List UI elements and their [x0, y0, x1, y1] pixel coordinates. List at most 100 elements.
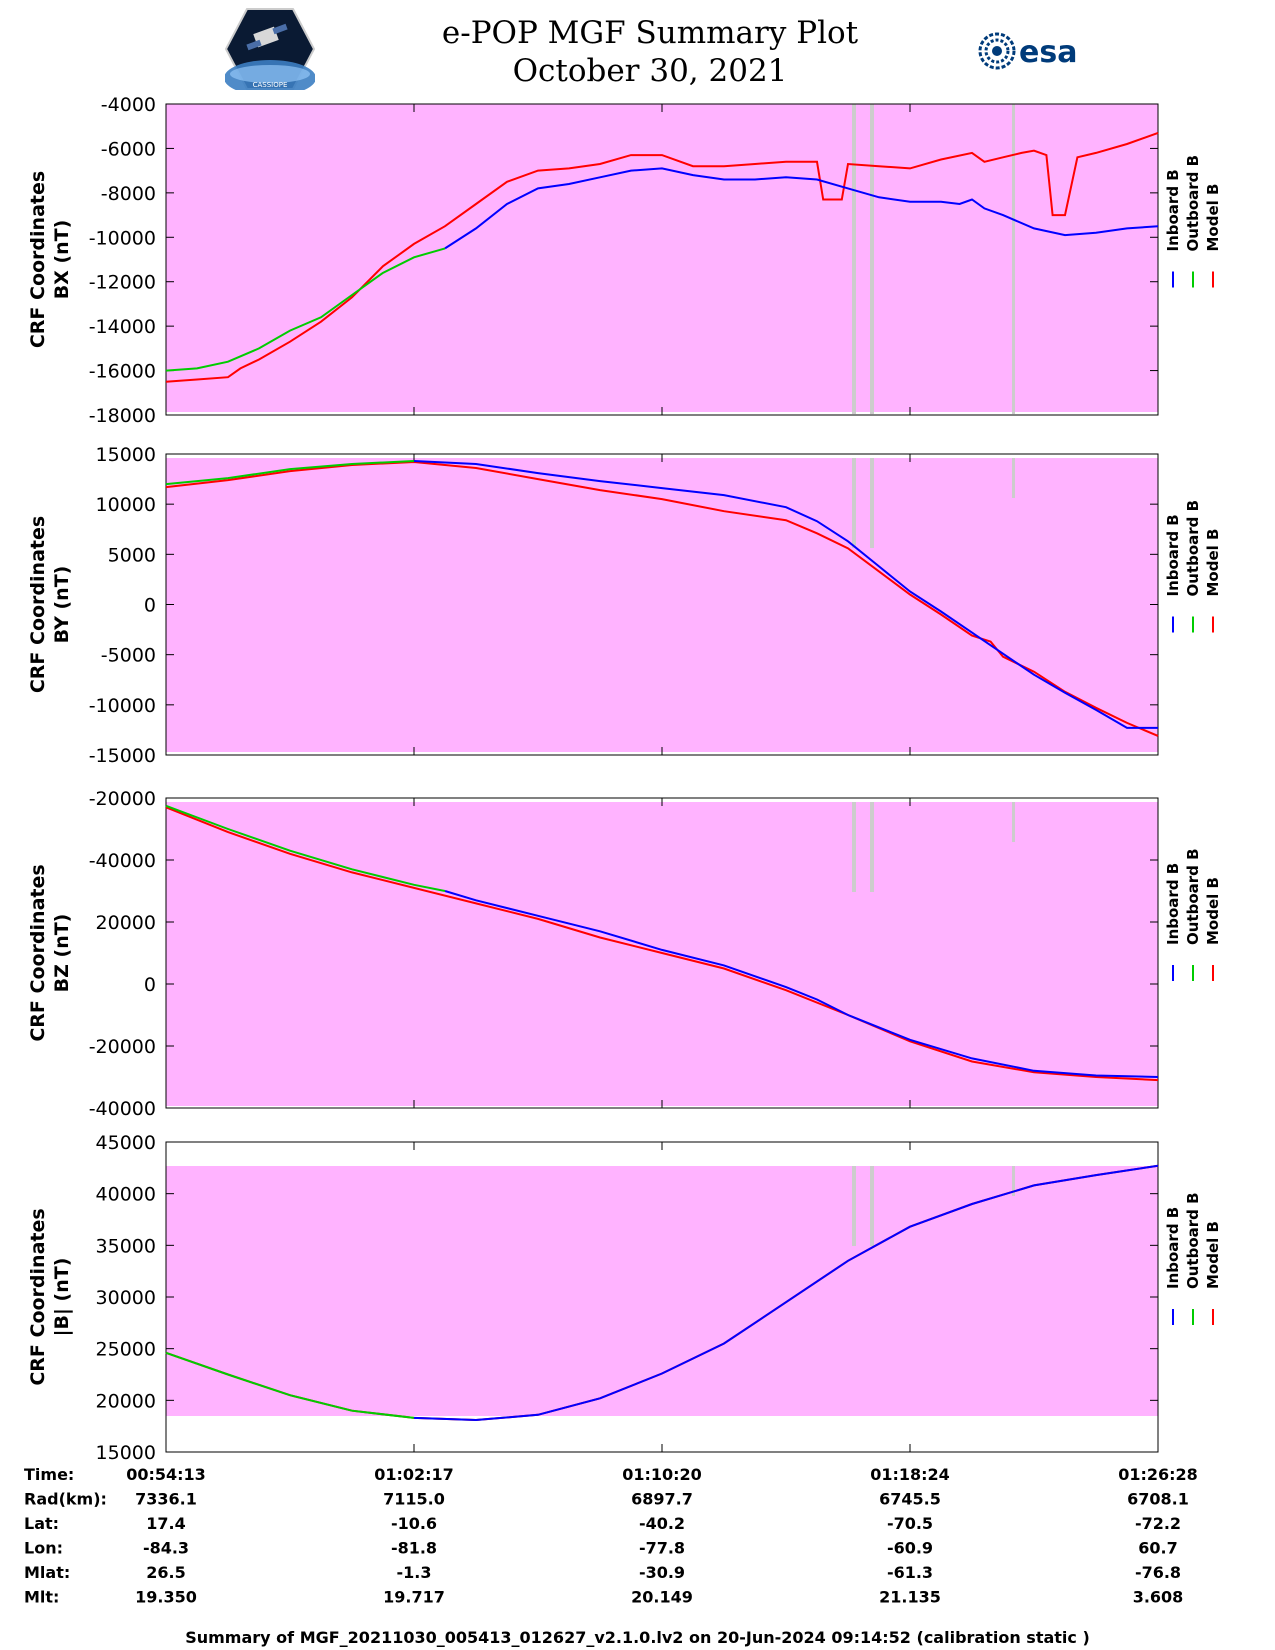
y-tick-label: -20000	[89, 1036, 156, 1058]
legend-label: Outboard B	[1184, 500, 1202, 597]
info-row-label: Mlat:	[24, 1563, 70, 1582]
y-tick-label: -5000	[101, 645, 156, 667]
y-tick-label: -18000	[89, 405, 156, 427]
y-axis-label-line: BX (nT)	[51, 220, 73, 300]
logo-wordmark: CASSIOPE	[253, 81, 288, 89]
data-gap-marker	[852, 104, 856, 414]
y-tick-label: -10000	[89, 227, 156, 249]
title-line-1: e-POP MGF Summary Plot	[441, 15, 859, 51]
esa-logo: esa	[975, 30, 1095, 76]
data-gap-marker	[852, 458, 856, 548]
y-tick-label: -12000	[89, 272, 156, 294]
info-cell: 60.7	[1138, 1539, 1177, 1558]
panel-4-background	[166, 1166, 1158, 1416]
info-cell: 6745.5	[879, 1490, 941, 1509]
series-line-outboard-b	[165, 1351, 415, 1419]
data-gap-marker	[1012, 104, 1015, 414]
info-cell: 7115.0	[383, 1490, 445, 1509]
info-cell: -76.8	[1135, 1563, 1181, 1582]
y-tick-label: 25000	[96, 1339, 156, 1361]
esa-wordmark: esa	[1019, 35, 1077, 70]
y-tick-label: 20000	[96, 912, 156, 934]
y-axis-label-line: CRF Coordinates	[27, 171, 49, 348]
info-cell: 6897.7	[631, 1490, 693, 1509]
y-tick-label: 20000	[96, 1390, 156, 1412]
y-axis-label: CRF Coordinates BX (nT)	[27, 171, 73, 348]
info-cell: -77.8	[639, 1539, 685, 1558]
info-cell: 01:26:28	[1118, 1465, 1198, 1484]
info-row-label: Lat:	[24, 1514, 59, 1533]
info-cell: 00:54:13	[126, 1465, 206, 1484]
y-axis-label-line: CRF Coordinates	[27, 516, 49, 693]
data-gap-marker	[870, 802, 874, 892]
y-axis-label: CRF Coordinates |B| (nT)	[27, 1208, 73, 1385]
info-row-label: Time:	[24, 1465, 74, 1484]
panel-2-background	[166, 458, 1158, 752]
info-cell: -10.6	[391, 1514, 437, 1533]
info-cell: -81.8	[391, 1539, 437, 1558]
info-cell: 20.149	[631, 1588, 693, 1607]
y-tick-label: 10000	[96, 494, 156, 516]
series-line-inboard-b	[444, 167, 1159, 250]
legend-label: Model B	[1204, 184, 1222, 252]
y-tick-label: -20000	[89, 788, 156, 810]
panel-1-background	[166, 104, 1158, 412]
legend-label: Inboard B	[1164, 863, 1182, 945]
title-line-2: October 30, 2021	[512, 53, 788, 89]
y-tick-label: -40000	[89, 850, 156, 872]
info-cell: -70.5	[887, 1514, 933, 1533]
series-line-outboard-b	[165, 804, 446, 892]
info-cell: 3.608	[1133, 1588, 1184, 1607]
y-tick-label: 35000	[96, 1235, 156, 1257]
y-axis-label: CRF Coordinates BZ (nT)	[27, 864, 73, 1041]
page-title: e-POP MGF Summary Plot October 30, 2021	[400, 14, 900, 90]
info-cell: 01:18:24	[870, 1465, 950, 1484]
series-line-inboard-b	[413, 460, 1158, 729]
y-tick-label: -6000	[101, 138, 156, 160]
y-tick-label: -14000	[89, 316, 156, 338]
y-axis-label-line: |B| (nT)	[51, 1258, 73, 1337]
info-cell: -61.3	[887, 1563, 933, 1582]
info-cell: -72.2	[1135, 1514, 1181, 1533]
info-cell: 17.4	[146, 1514, 185, 1533]
y-tick-label: 30000	[96, 1287, 156, 1309]
y-tick-label: 40000	[96, 1184, 156, 1206]
y-tick-label: 15000	[96, 444, 156, 466]
y-tick-label: 15000	[96, 1442, 156, 1464]
info-cell: -1.3	[397, 1563, 432, 1582]
legend-label: Outboard B	[1184, 155, 1202, 252]
legend-label: Outboard B	[1184, 1192, 1202, 1289]
info-cell: 19.350	[135, 1588, 197, 1607]
series-line-inboard-b	[413, 1164, 1159, 1422]
y-tick-label: 0	[144, 974, 156, 996]
y-tick-label: -15000	[89, 745, 156, 767]
data-gap-marker	[870, 1166, 874, 1246]
legend-label: Inboard B	[1164, 514, 1182, 596]
data-gap-marker	[1012, 458, 1015, 498]
data-gap-marker	[852, 1166, 856, 1246]
legend-label: Outboard B	[1184, 848, 1202, 945]
series-line-model-b	[165, 131, 1159, 383]
y-tick-label: -16000	[89, 361, 156, 383]
y-tick-label: -40000	[89, 1098, 156, 1120]
info-cell: -60.9	[887, 1539, 933, 1558]
y-axis-label: CRF Coordinates BY (nT)	[27, 516, 73, 693]
data-gap-marker	[852, 802, 856, 892]
data-gap-marker	[870, 104, 874, 414]
info-cell: 6708.1	[1127, 1490, 1189, 1509]
y-tick-label: 0	[144, 595, 156, 617]
data-gap-marker	[1012, 802, 1015, 842]
y-tick-label: -10000	[89, 695, 156, 717]
y-axis-label-line: CRF Coordinates	[27, 1208, 49, 1385]
info-row-label: Rad(km):	[24, 1490, 107, 1509]
legend-label: Model B	[1204, 529, 1222, 597]
series-line-outboard-b	[165, 460, 415, 486]
info-row-label: Mlt:	[24, 1588, 59, 1607]
info-cell: 7336.1	[135, 1490, 197, 1509]
series-line-inboard-b	[444, 890, 1159, 1078]
y-tick-label: -8000	[101, 183, 156, 205]
data-gap-marker	[1012, 1166, 1015, 1196]
series-line-model-b	[165, 806, 1159, 1082]
info-cell: 21.135	[879, 1588, 941, 1607]
y-tick-label: 5000	[108, 544, 156, 566]
